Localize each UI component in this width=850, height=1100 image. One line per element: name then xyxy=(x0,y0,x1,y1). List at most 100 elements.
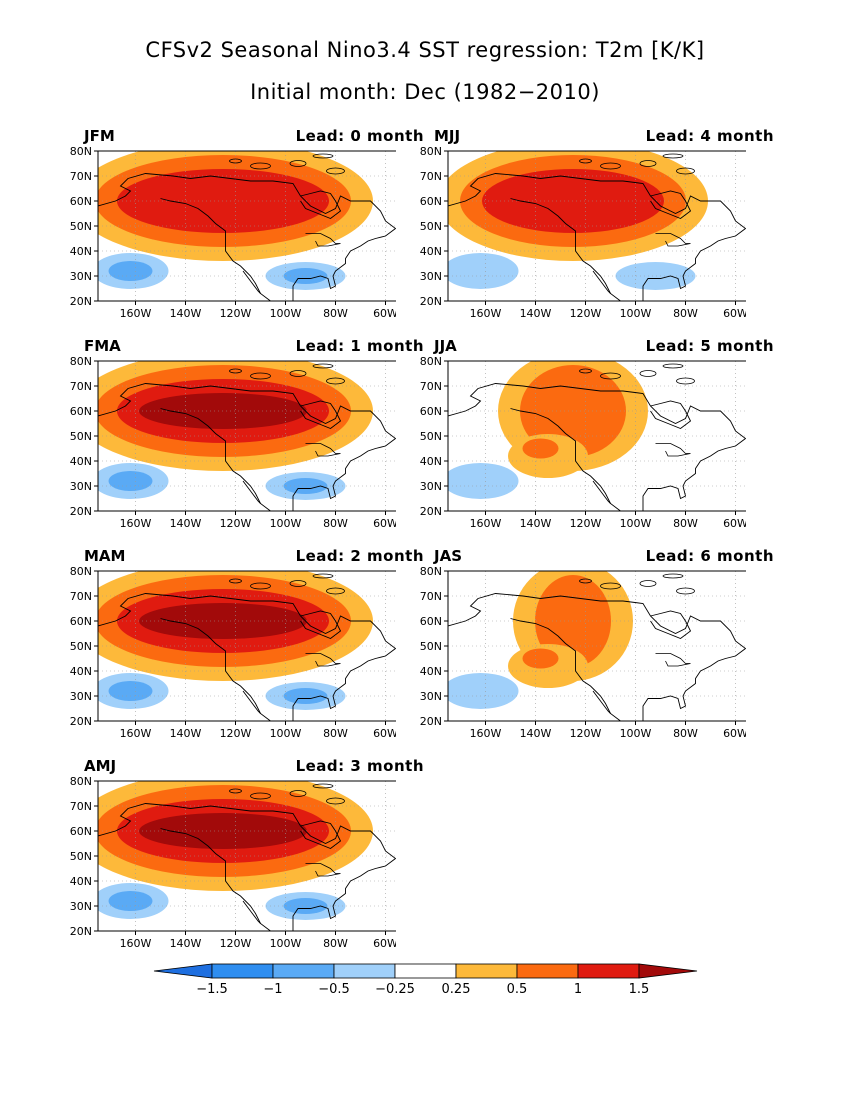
coastline xyxy=(650,610,692,640)
lon-tick-label: 100W xyxy=(270,727,302,740)
colorbar-arrow-left xyxy=(153,963,213,979)
colorbar-label: 0.25 xyxy=(442,982,471,997)
lon-tick-label: 60W xyxy=(723,517,746,530)
map-panel: JFM Lead: 0 month 80N 70N 60N 50N 40N 30N 20N 160… xyxy=(70,127,436,320)
island-outline xyxy=(312,783,334,789)
lon-tick-label: 160W xyxy=(120,517,152,530)
lon-tick-label: 140W xyxy=(520,307,552,320)
regression-map: 80N 70N 60N 50N 40N 30N 20N 160W 140W 120W 100W 80W… xyxy=(70,355,396,530)
coastline xyxy=(510,618,621,721)
colorbar-label: −0.25 xyxy=(375,982,415,997)
lake-outline xyxy=(305,863,341,877)
lat-tick-label: 20N xyxy=(420,715,442,728)
lon-tick-label: 120W xyxy=(570,517,602,530)
coastline xyxy=(160,408,271,511)
lon-tick-label: 60W xyxy=(723,307,746,320)
lat-tick-label: 40N xyxy=(70,665,92,678)
regression-map: 80N 70N 60N 50N 40N 30N 20N 160W 140W 120W 100W 80W… xyxy=(420,145,746,320)
colorbar-label: 1 xyxy=(574,982,582,997)
lon-tick-label: 100W xyxy=(270,517,302,530)
island-outline xyxy=(639,580,657,587)
lake-outline xyxy=(305,443,341,457)
warm-anomaly-contour xyxy=(522,438,559,459)
lon-tick-label: 160W xyxy=(120,937,152,950)
island-outline xyxy=(600,582,621,590)
coastline xyxy=(650,190,692,220)
cold-anomaly-contour xyxy=(283,478,328,494)
colorbar-segment xyxy=(333,963,396,979)
lon-tick-label: 140W xyxy=(170,937,202,950)
lon-tick-label: 60W xyxy=(373,727,396,740)
map-panel: JAS Lead: 6 month 80N 70N 60N 50N 40N 30N 20N 160… xyxy=(420,547,786,740)
lon-tick-label: 80W xyxy=(323,517,348,530)
colorbar-label: −0.5 xyxy=(318,982,350,997)
colorbar-segment xyxy=(516,963,579,979)
map-panel: AMJ Lead: 3 month 80N 70N 60N 50N 40N 30N 20N 160… xyxy=(70,757,436,950)
colorbar-arrow-right xyxy=(638,963,698,979)
lat-tick-label: 30N xyxy=(70,900,92,913)
island-outline xyxy=(289,580,307,587)
lon-tick-label: 140W xyxy=(520,727,552,740)
lat-tick-label: 60N xyxy=(420,405,442,418)
coastline xyxy=(592,690,611,714)
lat-tick-label: 30N xyxy=(70,270,92,283)
cold-anomaly-contour xyxy=(108,681,153,701)
lat-tick-label: 70N xyxy=(70,590,92,603)
lat-tick-label: 50N xyxy=(420,220,442,233)
lon-tick-label: 60W xyxy=(373,517,396,530)
island-outline xyxy=(662,153,684,159)
island-outline xyxy=(250,162,271,170)
colorbar-label: 0.5 xyxy=(507,982,528,997)
lon-tick-label: 140W xyxy=(170,727,202,740)
lat-tick-label: 70N xyxy=(420,380,442,393)
island-outline xyxy=(229,788,242,794)
lat-tick-label: 70N xyxy=(420,170,442,183)
island-outline xyxy=(250,372,271,380)
panel-season-label: MAM xyxy=(84,547,126,565)
lat-tick-label: 20N xyxy=(70,715,92,728)
island-outline xyxy=(600,372,621,380)
island-outline xyxy=(579,158,592,164)
lat-tick-label: 60N xyxy=(70,825,92,838)
coastline xyxy=(300,610,342,640)
panel-lead-label: Lead: 6 month xyxy=(645,547,774,565)
lat-tick-label: 50N xyxy=(420,640,442,653)
regression-map: 80N 70N 60N 50N 40N 30N 20N 160W 140W 120W 100W 80W… xyxy=(70,145,396,320)
island-outline xyxy=(289,370,307,377)
coastline xyxy=(160,198,271,301)
regression-map: 80N 70N 60N 50N 40N 30N 20N 160W 140W 120W 100W 80W… xyxy=(70,565,396,740)
panel-season-label: MJJ xyxy=(434,127,461,145)
lon-tick-label: 160W xyxy=(470,517,502,530)
coastline xyxy=(300,400,342,430)
lon-tick-label: 100W xyxy=(620,517,652,530)
map-panel: MAM Lead: 2 month 80N 70N 60N 50N 40N 30N 20N 160… xyxy=(70,547,436,740)
lat-tick-label: 80N xyxy=(70,355,92,368)
coastline xyxy=(98,383,396,511)
figure-subtitle: Initial month: Dec (1982−2010) xyxy=(250,80,600,104)
lon-tick-label: 160W xyxy=(470,727,502,740)
lat-tick-label: 50N xyxy=(70,850,92,863)
lat-tick-label: 50N xyxy=(420,430,442,443)
lon-tick-label: 160W xyxy=(470,307,502,320)
island-outline xyxy=(639,370,657,377)
coastline xyxy=(510,408,621,511)
lat-tick-label: 60N xyxy=(70,195,92,208)
lat-tick-label: 70N xyxy=(70,170,92,183)
lat-tick-label: 20N xyxy=(420,295,442,308)
lat-tick-label: 60N xyxy=(420,615,442,628)
island-outline xyxy=(229,578,242,584)
cold-anomaly-contour xyxy=(448,463,519,499)
island-outline xyxy=(326,797,345,805)
coastline xyxy=(242,900,261,924)
colorbar-segment xyxy=(211,963,274,979)
island-outline xyxy=(326,377,345,385)
lake-outline xyxy=(305,653,341,667)
cold-anomaly-contour xyxy=(108,471,153,491)
island-outline xyxy=(312,363,334,369)
island-outline xyxy=(600,162,621,170)
lat-tick-label: 20N xyxy=(70,505,92,518)
panel-season-label: JJA xyxy=(434,337,457,355)
coastline xyxy=(242,270,261,294)
lat-tick-label: 40N xyxy=(420,665,442,678)
lon-tick-label: 140W xyxy=(520,517,552,530)
